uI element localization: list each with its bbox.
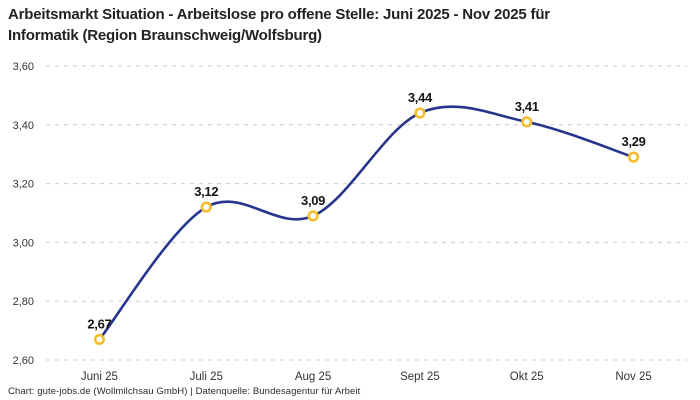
y-axis-tick-label: 3,20 (13, 179, 34, 191)
x-axis-tick-label: Okt 25 (510, 371, 544, 383)
chart-title-line2: Informatik (Region Braunschweig/Wolfsbur… (8, 27, 322, 44)
y-axis-tick-label: 3,40 (13, 120, 34, 132)
chart-title-line1: Arbeitsmarkt Situation - Arbeitslose pro… (8, 6, 550, 23)
data-point-label: 3,29 (622, 134, 646, 149)
x-axis-tick-label: Juni 25 (81, 371, 118, 383)
y-axis-tick-label: 3,00 (13, 237, 34, 249)
data-point-marker[interactable] (200, 201, 212, 213)
data-point-label: 2,67 (87, 316, 111, 331)
y-axis-tick-label: 3,60 (13, 61, 34, 73)
data-point-label: 3,12 (194, 184, 218, 199)
data-point-marker[interactable] (93, 333, 106, 346)
chart-title: Arbeitsmarkt Situation - Arbeitslose pro… (8, 4, 550, 46)
x-axis-tick-label: Sept 25 (400, 371, 440, 383)
x-axis-tick-label: Nov 25 (615, 371, 651, 383)
x-axis-tick-label: Juli 25 (190, 371, 223, 383)
data-point-label: 3,09 (301, 193, 325, 208)
y-axis-tick-label: 2,60 (13, 355, 34, 367)
y-axis-tick-label: 2,80 (13, 296, 34, 308)
chart-credit: Chart: gute-jobs.de (Wollmilchsau GmbH) … (8, 386, 361, 397)
data-point-marker[interactable] (627, 151, 640, 163)
data-point-label: 3,44 (408, 90, 433, 105)
data-point-marker[interactable] (414, 107, 426, 119)
data-point-marker[interactable] (521, 116, 533, 128)
data-point-label: 3,41 (515, 99, 539, 114)
data-series-line (98, 105, 635, 341)
data-point-marker[interactable] (307, 210, 319, 222)
x-axis-tick-label: Aug 25 (295, 371, 331, 383)
